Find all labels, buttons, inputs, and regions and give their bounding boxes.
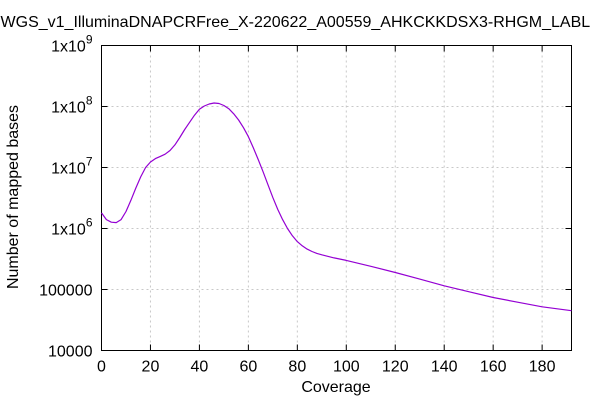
plot-frame [102,46,572,351]
y-tick-label: 1x107 [51,155,93,178]
x-tick-label: 40 [191,359,209,376]
y-tick-label: 100000 [39,283,92,300]
y-axis-title: Number of mapped bases [5,105,22,289]
series-line [102,103,572,311]
chart-title: fo-WGS_v1_IlluminaDNAPCRFree_X-220622_A0… [0,14,590,31]
x-tick-label: 120 [382,359,409,376]
x-tick-label: 100 [333,359,360,376]
x-tick-label: 20 [142,359,160,376]
axis-ticks [102,46,572,351]
y-tick-label: 10000 [48,344,93,361]
tick-labels: 0 20 40 60 80 100 120 140 160 180 10000 100000 1x106… [39,33,555,376]
series-group [102,103,572,311]
x-tick-label: 80 [288,359,306,376]
y-tick-label: 1x109 [51,33,93,56]
x-tick-label: 0 [97,359,106,376]
y-tick-label: 1x106 [51,216,93,239]
grid-lines [102,46,572,351]
x-tick-label: 140 [431,359,458,376]
x-tick-label: 60 [239,359,257,376]
y-tick-label: 1x108 [51,94,93,117]
x-tick-label: 160 [480,359,507,376]
x-axis-title: Coverage [301,379,370,396]
x-tick-label: 180 [529,359,556,376]
